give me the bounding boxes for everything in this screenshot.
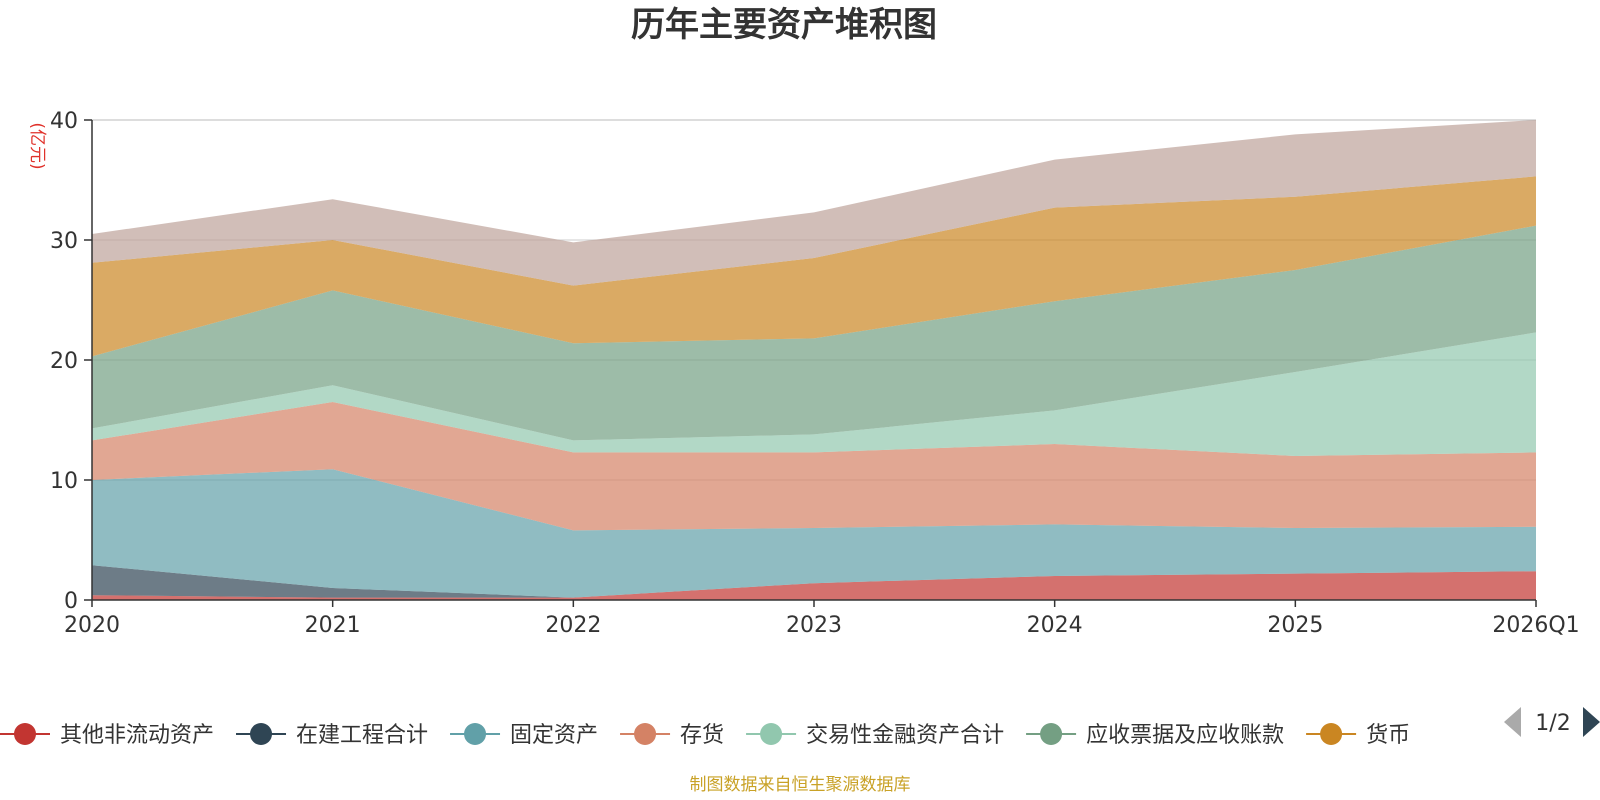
x-tick-label-6: 2026Q1 — [1492, 613, 1579, 638]
legend-item-0[interactable]: 其他非流动资产 — [0, 723, 214, 748]
legend-prev-page-icon[interactable] — [1504, 707, 1521, 737]
area-series-1 — [92, 565, 1536, 598]
data-source-footer: 制图数据来自恒生聚源数据库 — [690, 775, 911, 795]
area-series-6 — [92, 176, 1536, 357]
x-tick-label-0: 2020 — [64, 613, 120, 638]
legend-marker-icon — [250, 723, 273, 745]
area-series-7 — [92, 120, 1536, 286]
legend-item-4[interactable]: 交易性金融资产合计 — [746, 723, 1004, 748]
area-series-0 — [92, 571, 1536, 600]
y-tick-label-30: 30 — [50, 229, 78, 254]
area-series-5 — [92, 225, 1536, 441]
legend-item-6[interactable]: 货币 — [1306, 723, 1410, 748]
legend-label: 其他非流动资产 — [60, 723, 214, 748]
legend-marker-icon — [1320, 723, 1343, 745]
legend-item-2[interactable]: 固定资产 — [450, 723, 598, 748]
x-tick-label-5: 2025 — [1267, 613, 1323, 638]
legend-marker-icon — [1040, 723, 1063, 745]
x-tick-label-1: 2021 — [305, 613, 361, 638]
y-tick-label-0: 0 — [64, 589, 78, 614]
legend-marker-icon — [14, 723, 36, 745]
legend-item-5[interactable]: 应收票据及应收账款 — [1026, 723, 1284, 748]
y-tick-label-20: 20 — [50, 349, 78, 374]
legend: 其他非流动资产 在建工程合计 固定资产 存货 交易性金融资产合计 应收票据及应收账款 货币 — [0, 723, 1410, 748]
legend-marker-icon — [464, 723, 487, 745]
x-tick-label-2: 2022 — [545, 613, 601, 638]
legend-label: 存货 — [680, 723, 724, 748]
x-tick-label-3: 2023 — [786, 613, 842, 638]
y-tick-label-10: 10 — [50, 469, 78, 494]
y-tick-label-40: 40 — [50, 109, 78, 134]
x-tick-label-4: 2024 — [1027, 613, 1083, 638]
area-series — [92, 120, 1536, 600]
chart-title: 历年主要资产堆积图 — [631, 5, 937, 45]
legend-label: 交易性金融资产合计 — [806, 723, 1004, 748]
y-axis-unit: (亿元) — [27, 122, 47, 169]
legend-pager: 1/2 — [1504, 707, 1600, 737]
legend-marker-icon — [760, 723, 783, 745]
area-series-2 — [92, 469, 1536, 598]
area-series-3 — [92, 402, 1536, 531]
legend-label: 在建工程合计 — [296, 723, 428, 748]
legend-page-indicator: 1/2 — [1535, 711, 1570, 736]
legend-item-1[interactable]: 在建工程合计 — [236, 723, 428, 748]
legend-label: 固定资产 — [510, 723, 598, 748]
legend-label: 应收票据及应收账款 — [1086, 723, 1284, 748]
legend-marker-icon — [634, 723, 657, 745]
area-series-4 — [92, 332, 1536, 456]
legend-next-page-icon[interactable] — [1583, 707, 1600, 737]
legend-item-3[interactable]: 存货 — [620, 723, 724, 748]
legend-label: 货币 — [1366, 723, 1410, 748]
axes: 0 10 20 30 40 2020 2021 2022 2023 2024 2025 2026Q1 — [50, 109, 1580, 638]
